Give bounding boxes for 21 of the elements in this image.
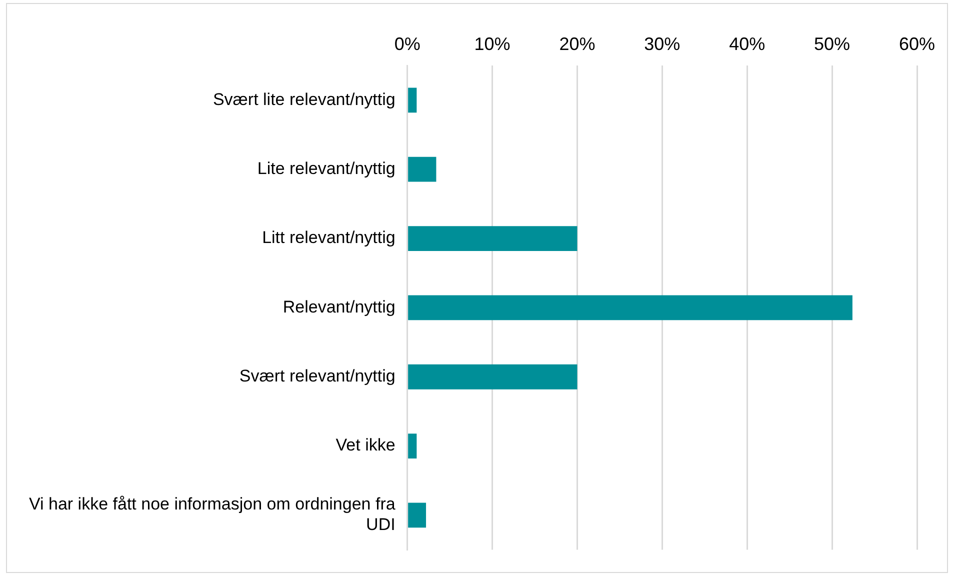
- x-tick-label: 20%: [559, 34, 596, 54]
- bar: [408, 434, 417, 458]
- y-tick-label: Litt relevant/nyttig: [262, 228, 396, 248]
- y-tick-label: Svært relevant/nyttig: [239, 366, 396, 386]
- y-tick-label: Vi har ikke fått noe informasjon om ordningen fra UDI: [28, 494, 396, 534]
- x-tick-label: 10%: [474, 34, 510, 54]
- bar: [408, 364, 578, 390]
- bar: [408, 88, 417, 113]
- x-tick-label: 40%: [729, 34, 766, 54]
- y-tick-label: Lite relevant/nyttig: [257, 159, 396, 178]
- bar: [408, 295, 852, 320]
- y-tick-label: Svært lite relevant/nyttig: [212, 90, 396, 109]
- bar: [408, 226, 578, 251]
- bar: [408, 156, 436, 182]
- y-tick-label: Relevant/nyttig: [282, 297, 396, 316]
- x-tick-label: 30%: [644, 34, 680, 54]
- x-tick-label: 60%: [898, 34, 936, 54]
- x-tick-label: 0%: [394, 34, 420, 54]
- x-tick-label: 50%: [814, 34, 850, 54]
- bar: [408, 502, 426, 528]
- y-tick-label: Vet ikke: [336, 436, 396, 455]
